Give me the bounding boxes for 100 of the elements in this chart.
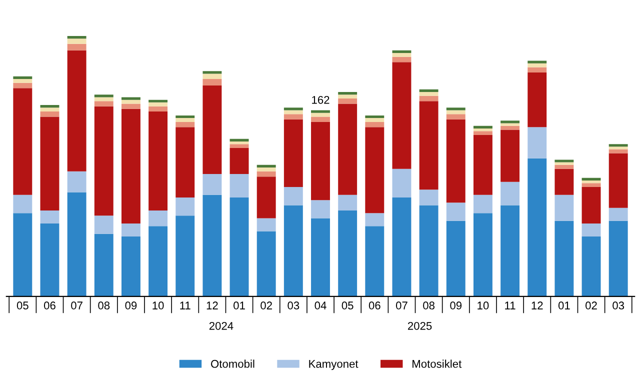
x-tick-label: 10 — [152, 302, 164, 310]
bar — [446, 220, 466, 296]
bar — [40, 108, 60, 112]
bar — [121, 97, 140, 100]
bar — [608, 208, 628, 221]
bar — [338, 98, 358, 104]
text: 2024 — [209, 322, 234, 330]
bar — [365, 127, 384, 214]
x-tick-label: 01 — [558, 302, 570, 310]
bar — [554, 220, 574, 296]
bar — [338, 210, 358, 296]
bar — [311, 218, 330, 296]
bar — [121, 100, 140, 104]
bar — [582, 223, 601, 237]
bar — [582, 236, 601, 296]
bar — [202, 86, 222, 174]
bar — [67, 50, 86, 172]
bar — [176, 216, 195, 296]
bar — [230, 144, 249, 148]
bar — [13, 88, 32, 195]
bar — [94, 94, 114, 98]
x-tick-label: 09 — [450, 302, 462, 310]
bar — [148, 100, 168, 102]
bar — [230, 138, 249, 142]
bar — [148, 226, 168, 296]
text: 2025 — [408, 322, 432, 330]
bar — [94, 101, 114, 106]
bar — [392, 197, 412, 296]
bar — [338, 94, 358, 99]
bar — [528, 127, 547, 158]
bar — [202, 174, 222, 195]
bar — [40, 112, 60, 117]
bar — [500, 123, 520, 126]
bar — [473, 131, 492, 135]
bar — [500, 120, 520, 124]
bar — [419, 190, 438, 206]
bar — [554, 160, 574, 162]
legend-label: Motosiklet — [412, 360, 462, 368]
x-tick-label: 11 — [505, 302, 516, 310]
bar — [284, 205, 303, 296]
bar — [582, 187, 601, 224]
bar — [94, 106, 114, 216]
annotation: 162 — [312, 96, 330, 104]
bar — [473, 194, 492, 214]
bar — [528, 72, 547, 128]
x-tick-label: 05 — [342, 302, 354, 310]
bar — [230, 197, 249, 296]
bar — [256, 231, 276, 296]
x-tick-label: 07 — [71, 302, 82, 310]
x-tick-label: 02 — [260, 302, 272, 310]
x-tick-label: 08 — [98, 302, 110, 310]
bar — [67, 192, 86, 296]
x-tick-label: 08 — [423, 302, 435, 310]
bar — [528, 63, 547, 68]
bar — [338, 194, 358, 210]
bar — [284, 119, 303, 188]
bar — [176, 197, 195, 216]
bar — [446, 114, 466, 120]
bar — [473, 134, 492, 195]
bar — [202, 78, 222, 86]
bar — [338, 104, 358, 195]
x-tick-label: 12 — [532, 302, 543, 310]
bar — [582, 180, 601, 184]
bar — [392, 50, 412, 53]
bar — [582, 183, 601, 188]
x-tick-label: 02 — [586, 302, 597, 310]
bar — [256, 168, 276, 172]
x-tick-label: 07 — [396, 302, 408, 310]
bar — [419, 101, 438, 190]
bar — [176, 122, 195, 128]
bar — [500, 130, 520, 182]
bar — [528, 60, 547, 64]
bar — [608, 146, 628, 150]
bar — [256, 176, 276, 218]
bar — [40, 116, 60, 210]
bar — [500, 182, 520, 206]
bar — [365, 213, 384, 226]
bar — [67, 44, 86, 50]
bar — [365, 115, 384, 118]
bar — [176, 127, 195, 198]
x-tick-label: 10 — [478, 302, 489, 310]
bar — [121, 236, 140, 296]
bar — [311, 112, 330, 117]
bar — [176, 118, 195, 122]
bar — [94, 97, 114, 102]
x-tick-label: 09 — [125, 302, 137, 310]
bar — [148, 210, 168, 226]
bar — [40, 223, 60, 296]
bar — [500, 205, 520, 296]
bar — [13, 194, 32, 214]
bar — [67, 36, 86, 39]
bar — [446, 110, 466, 114]
bar — [284, 114, 303, 120]
bar — [230, 148, 249, 174]
bar — [284, 110, 303, 114]
bar — [554, 168, 574, 195]
x-tick-label: 06 — [44, 302, 56, 310]
bar — [554, 164, 574, 169]
legend-label: Otomobil — [211, 360, 254, 368]
x-tick-label: 04 — [314, 302, 326, 310]
